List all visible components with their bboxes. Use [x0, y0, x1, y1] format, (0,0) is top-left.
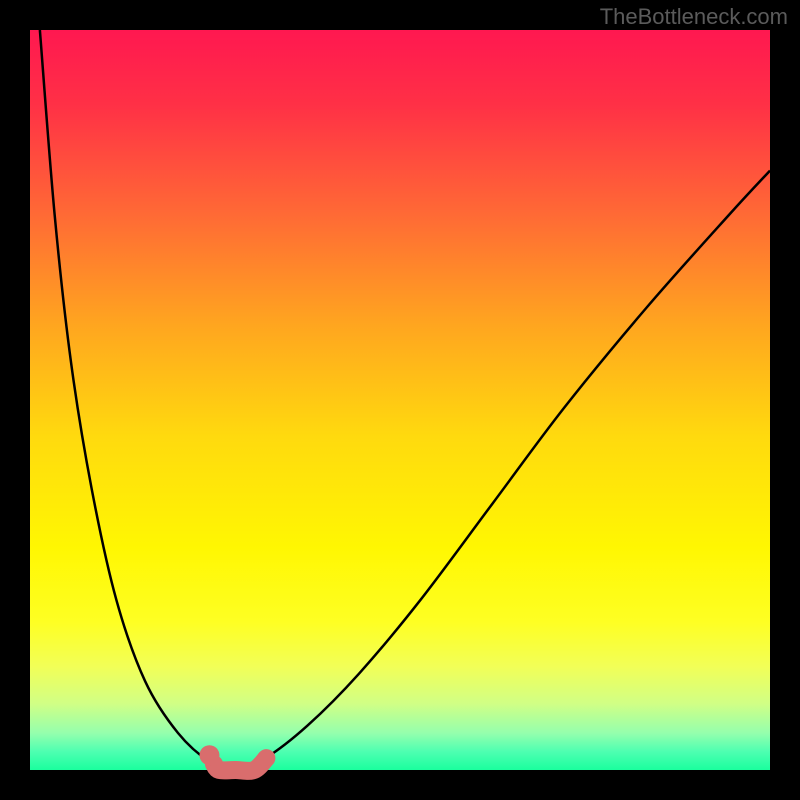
bottleneck-chart: [0, 0, 800, 800]
current-config-marker: [199, 745, 219, 765]
plot-background: [30, 30, 770, 770]
watermark-text: TheBottleneck.com: [600, 4, 788, 30]
